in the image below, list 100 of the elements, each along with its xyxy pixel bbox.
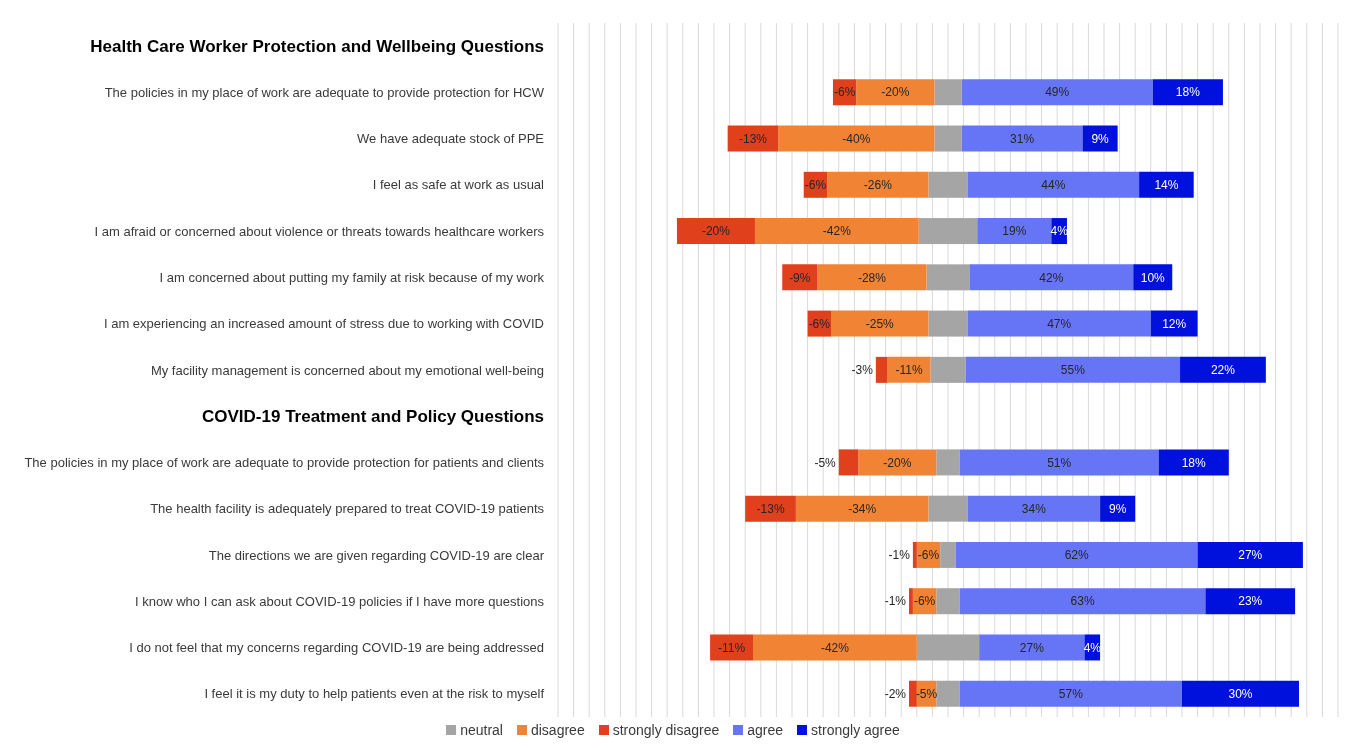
data-label: -40% — [842, 131, 871, 146]
data-label: 27% — [1238, 548, 1263, 563]
bar — [967, 495, 1101, 522]
bar — [1197, 541, 1303, 568]
bar — [967, 310, 1151, 337]
bar — [795, 495, 929, 522]
bar — [965, 356, 1181, 383]
bar — [831, 310, 929, 337]
data-label: 34% — [1021, 501, 1047, 516]
bar — [817, 264, 927, 291]
data-label: 9% — [1108, 501, 1127, 516]
bar — [1152, 79, 1223, 106]
bar — [1180, 356, 1266, 383]
data-label: 12% — [1162, 316, 1187, 331]
bar — [856, 79, 935, 106]
y-tick-label: I feel as safe at work as usual — [372, 177, 545, 193]
bar — [959, 680, 1182, 707]
bar — [858, 449, 937, 476]
bar — [827, 171, 929, 198]
y-tick-label: My facility management is concerned about my emotional well-being — [150, 362, 544, 378]
bar — [909, 680, 917, 707]
data-label: -6% — [917, 548, 940, 563]
bar — [1182, 680, 1299, 707]
bar — [1139, 171, 1194, 198]
data-label: 44% — [1041, 178, 1066, 192]
data-label: 4% — [1050, 224, 1069, 239]
data-label: 49% — [1045, 85, 1070, 100]
data-label: 23% — [1238, 594, 1263, 609]
data-label: 63% — [1070, 594, 1095, 609]
data-label: 51% — [1047, 455, 1072, 470]
data-label: -25% — [865, 316, 895, 331]
bar — [778, 125, 935, 152]
legend-label: disagree — [530, 722, 585, 738]
bar — [959, 588, 1206, 615]
bar — [961, 79, 1153, 106]
bar — [955, 541, 1198, 568]
bar — [909, 588, 913, 615]
data-label: -20% — [883, 455, 912, 470]
bar — [1150, 310, 1198, 337]
bar — [961, 125, 1083, 152]
data-label: 14% — [1154, 178, 1179, 192]
bar — [967, 171, 1140, 198]
y-tick-label: The policies in my place of work are adequate to provide protection for HCW — [104, 84, 545, 100]
data-label: 31% — [1010, 131, 1035, 146]
y-tick-label: We have adequate stock of PPE — [357, 131, 545, 147]
y-tick-label: The directions we are given regarding COVID-19 are clear — [208, 547, 545, 563]
bar — [754, 218, 919, 245]
data-label: 30% — [1228, 686, 1253, 701]
bar — [969, 264, 1134, 291]
data-label: 47% — [1047, 316, 1072, 331]
data-label: -42% — [822, 224, 852, 239]
data-label: -6% — [913, 594, 936, 609]
bar — [676, 218, 755, 245]
bar — [977, 218, 1052, 245]
data-label: -26% — [863, 178, 893, 192]
data-label: -1% — [884, 594, 907, 609]
y-tick-label: The health facility is adequately prepared to treat COVID-19 patients — [150, 501, 545, 517]
data-label: -9% — [789, 270, 811, 285]
data-label: 19% — [1002, 224, 1027, 239]
data-label: -5% — [814, 455, 837, 470]
bar — [753, 634, 917, 661]
data-label: 42% — [1039, 270, 1064, 285]
bar — [912, 541, 917, 568]
bar — [1158, 449, 1229, 476]
data-label: 27% — [1019, 640, 1045, 655]
legend-label: strongly agree — [811, 722, 900, 738]
bar — [745, 495, 796, 522]
bar — [959, 449, 1159, 476]
legend-label: strongly disagree — [612, 722, 720, 738]
data-label: -6% — [808, 316, 831, 331]
data-label: -5% — [915, 686, 938, 701]
data-label: -34% — [848, 501, 877, 516]
y-tick-label: I am experiencing an increased amount of stress due to working with COVID — [103, 316, 544, 332]
data-label: 9% — [1091, 131, 1110, 146]
data-label: 10% — [1140, 270, 1166, 285]
y-tick-label: The policies in my place of work are adequate to provide protection for patients and clients — [24, 455, 545, 471]
bar — [979, 634, 1085, 661]
legend-label: agree — [747, 722, 784, 738]
data-label: -11% — [717, 640, 746, 655]
y-tick-label: I do not feel that my concerns regarding COVID-19 are being addressed — [129, 640, 544, 656]
data-label: 57% — [1058, 686, 1084, 701]
data-label: -11% — [895, 363, 923, 378]
bar — [875, 356, 888, 383]
data-label: 18% — [1175, 85, 1201, 100]
bar — [838, 449, 859, 476]
data-label: 18% — [1181, 455, 1207, 470]
y-tick-label: Health Care Worker Protection and Wellbeing Questions — [90, 37, 544, 57]
data-label: -20% — [701, 224, 731, 239]
data-label: -13% — [738, 131, 768, 146]
data-label: -6% — [804, 178, 827, 192]
data-label: -3% — [851, 363, 874, 378]
y-tick-label: I feel it is my duty to help patients even at the risk to myself — [204, 686, 545, 702]
data-label: 55% — [1060, 363, 1086, 378]
data-label: -6% — [833, 85, 856, 100]
data-label: -20% — [881, 85, 910, 100]
legend-label: neutral — [460, 722, 503, 738]
y-tick-label: I am concerned about putting my family at risk because of my work — [159, 270, 545, 286]
data-label: -2% — [884, 686, 907, 701]
data-label: 62% — [1064, 548, 1090, 563]
data-label: -28% — [857, 270, 887, 285]
